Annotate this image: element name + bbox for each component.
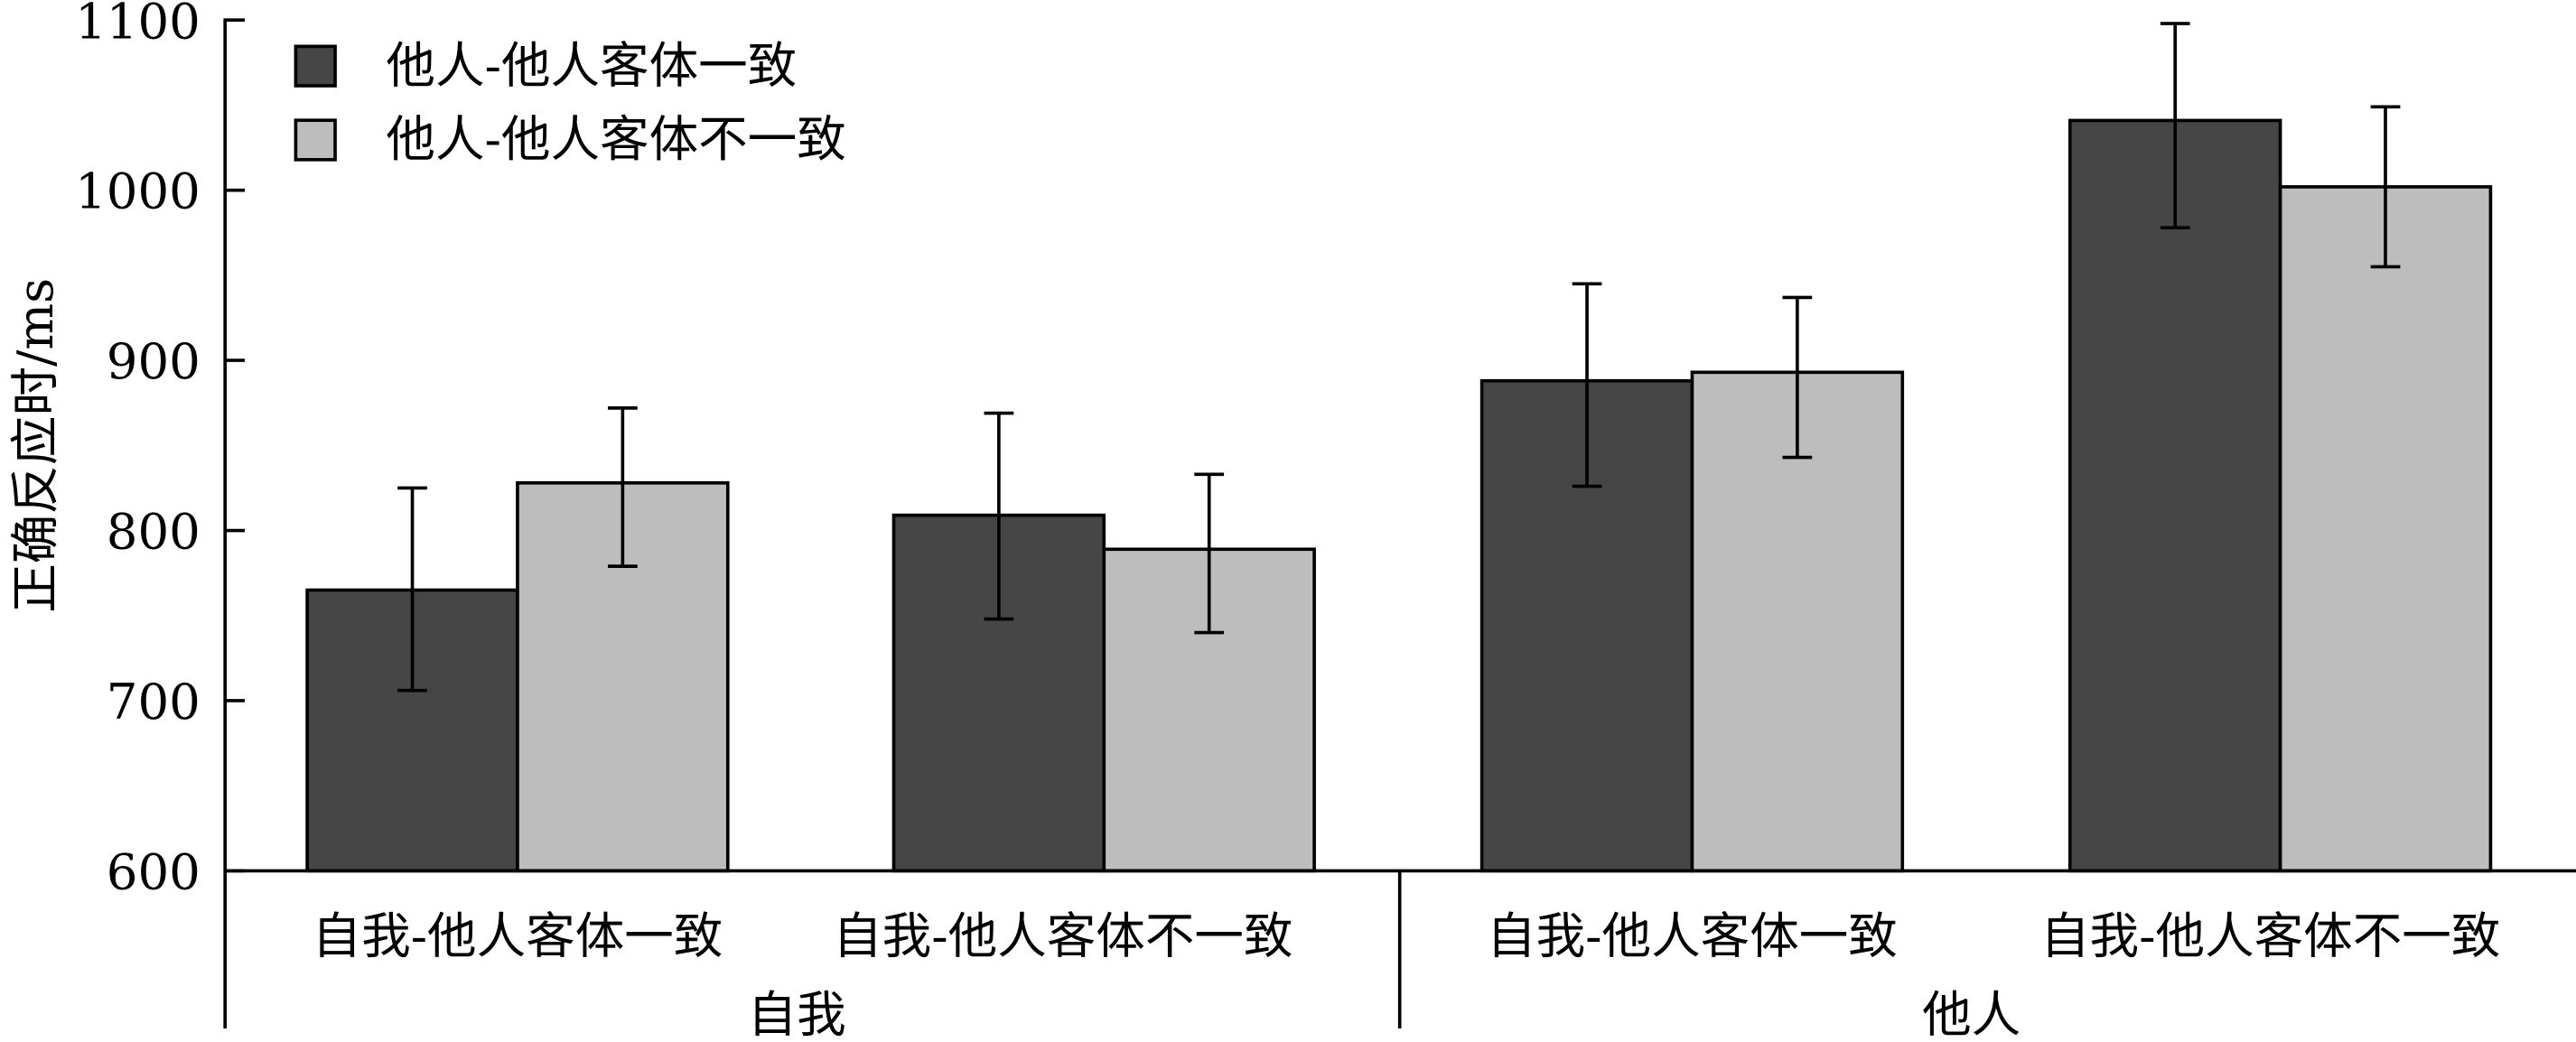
y-tick-label: 1000 xyxy=(75,163,201,220)
legend: 他人-他人客体一致 他人-他人客体不一致 xyxy=(294,36,846,168)
legend-swatch-incongruent xyxy=(294,118,337,162)
legend-label-congruent: 他人-他人客体一致 xyxy=(386,36,797,94)
y-axis-label: 正确反应时/ms xyxy=(6,278,64,613)
legend-label-incongruent: 他人-他人客体不一致 xyxy=(386,110,845,168)
y-tick-label: 700 xyxy=(107,673,201,730)
x-tick-label: 自我-他人客体不一致 xyxy=(2040,907,2500,964)
group-label-other: 他人 xyxy=(1922,986,2021,1042)
axes xyxy=(223,18,2576,1029)
y-tick-label: 1100 xyxy=(75,0,201,50)
x-tick-labels: 自我-他人客体一致 自我-他人客体不一致 自我-他人客体一致 自我-他人客体不一… xyxy=(313,907,2501,1042)
bar xyxy=(2067,118,2282,873)
error-bars-layer xyxy=(397,22,2401,693)
bars-layer xyxy=(305,118,2493,873)
y-ticks: 600 700 800 900 1000 1100 xyxy=(75,0,246,900)
x-tick-label: 自我-他人客体不一致 xyxy=(833,907,1293,964)
x-tick-label: 自我-他人客体一致 xyxy=(1487,907,1898,964)
y-tick-label: 900 xyxy=(107,332,201,390)
y-tick-label: 800 xyxy=(107,503,201,561)
group-label-self: 自我 xyxy=(748,986,846,1042)
x-tick-label: 自我-他人客体一致 xyxy=(313,907,723,964)
legend-swatch-congruent xyxy=(294,44,337,88)
y-tick-label: 600 xyxy=(107,842,201,900)
bar xyxy=(2278,185,2493,873)
